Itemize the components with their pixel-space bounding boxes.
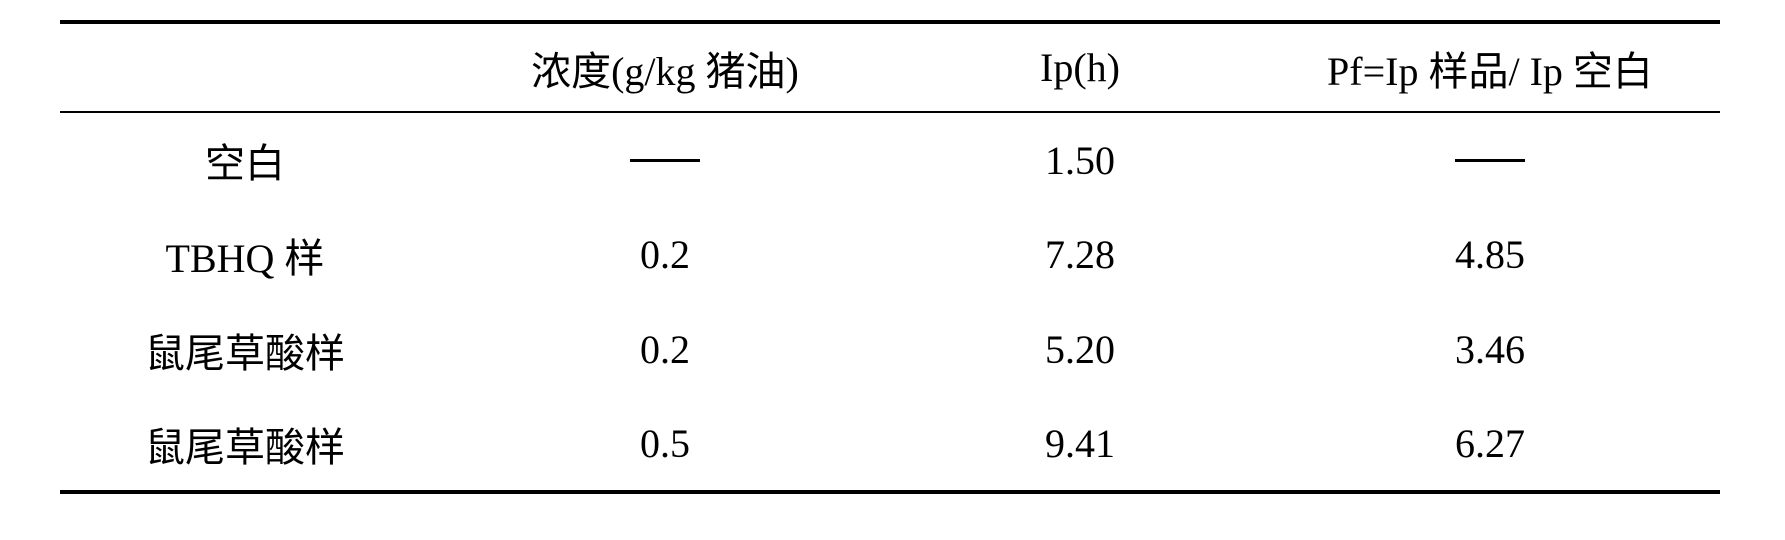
cell-pf: 4.85 xyxy=(1260,207,1720,302)
table-row: 鼠尾草酸样 0.5 9.41 6.27 xyxy=(60,397,1720,492)
cell-ip: 5.20 xyxy=(900,302,1260,397)
header-pf: Pf=Ip 样品/ Ip 空白 xyxy=(1260,22,1720,112)
cell-concentration: 0.2 xyxy=(430,207,900,302)
cell-label: 鼠尾草酸样 xyxy=(60,397,430,492)
table-row: 鼠尾草酸样 0.2 5.20 3.46 xyxy=(60,302,1720,397)
cell-concentration: 0.5 xyxy=(430,397,900,492)
table-row: 空白 1.50 xyxy=(60,112,1720,207)
cell-label: TBHQ 样 xyxy=(60,207,430,302)
data-table: 浓度(g/kg 猪油) Ip(h) Pf=Ip 样品/ Ip 空白 空白 1.5… xyxy=(60,20,1720,494)
cell-concentration: 0.2 xyxy=(430,302,900,397)
cell-ip: 1.50 xyxy=(900,112,1260,207)
table-row: TBHQ 样 0.2 7.28 4.85 xyxy=(60,207,1720,302)
cell-ip: 9.41 xyxy=(900,397,1260,492)
dash-icon xyxy=(630,159,700,162)
cell-concentration xyxy=(430,112,900,207)
cell-label: 空白 xyxy=(60,112,430,207)
dash-icon xyxy=(1455,159,1525,162)
header-concentration: 浓度(g/kg 猪油) xyxy=(430,22,900,112)
cell-pf: 3.46 xyxy=(1260,302,1720,397)
header-label xyxy=(60,22,430,112)
page: 浓度(g/kg 猪油) Ip(h) Pf=Ip 样品/ Ip 空白 空白 1.5… xyxy=(0,20,1785,540)
cell-label: 鼠尾草酸样 xyxy=(60,302,430,397)
header-row: 浓度(g/kg 猪油) Ip(h) Pf=Ip 样品/ Ip 空白 xyxy=(60,22,1720,112)
cell-pf xyxy=(1260,112,1720,207)
cell-pf: 6.27 xyxy=(1260,397,1720,492)
cell-ip: 7.28 xyxy=(900,207,1260,302)
header-ip: Ip(h) xyxy=(900,22,1260,112)
